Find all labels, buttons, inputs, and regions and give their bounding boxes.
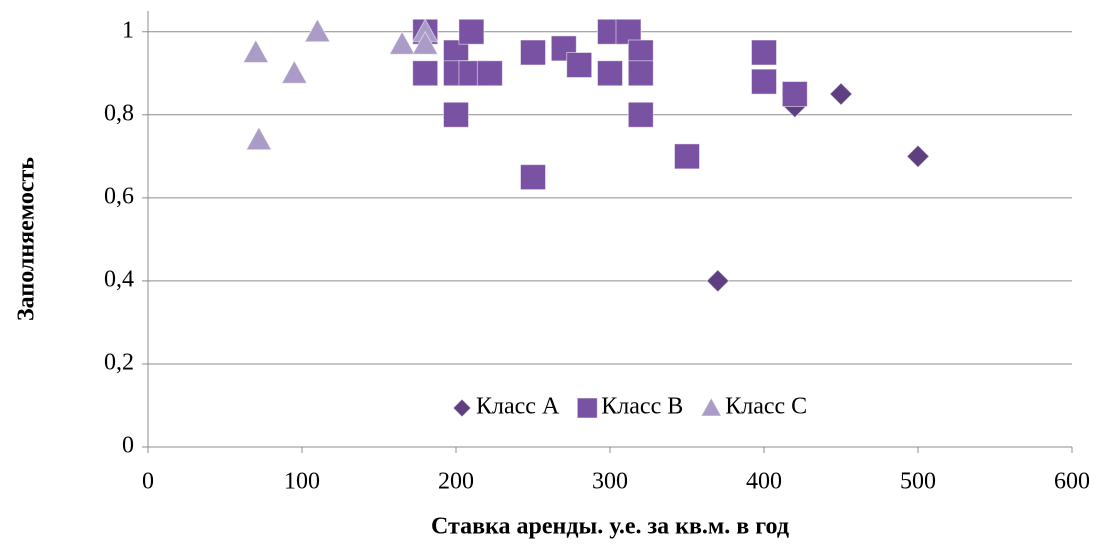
point [906,144,930,169]
point [597,60,623,87]
point [829,82,853,106]
legend-marker [700,396,723,417]
point [412,60,439,87]
y-tick-label: 0,6 [104,183,134,209]
y-tick-label: 0,8 [104,100,134,126]
point [674,143,700,170]
point [566,51,593,78]
y-tick-label: 0,4 [104,266,134,292]
point [476,60,503,87]
point [751,68,777,95]
x-tick-label: 300 [592,469,628,495]
point [245,126,273,151]
point [280,59,308,84]
point [388,30,416,55]
point [627,60,654,87]
y-tick-label: 0 [122,433,134,459]
x-tick-label: 500 [900,469,936,495]
point [458,18,485,45]
point [706,269,730,293]
x-tick-label: 0 [142,469,154,495]
point [411,30,439,55]
x-tick-label: 400 [746,469,782,495]
legend-label: Класс A [476,394,560,420]
point [304,18,331,43]
legend-marker [576,397,598,419]
point [627,101,654,128]
legend-label: Класс C [725,394,807,420]
x-tick-label: 600 [1054,469,1090,495]
point [781,81,808,108]
x-tick-label: 200 [438,469,474,495]
y-tick-label: 0,2 [104,349,134,375]
point [242,38,270,64]
y-axis-title: Заполняемость [14,157,40,321]
x-tick-label: 100 [284,469,320,495]
point [520,39,546,66]
point [751,39,777,66]
legend-marker [452,398,472,418]
point [520,164,546,191]
point [443,101,469,128]
x-axis-title: Ставка аренды. у.е. за кв.м. в год [431,514,789,540]
y-tick-label: 1 [122,17,134,43]
legend-label: Класс B [601,394,683,420]
